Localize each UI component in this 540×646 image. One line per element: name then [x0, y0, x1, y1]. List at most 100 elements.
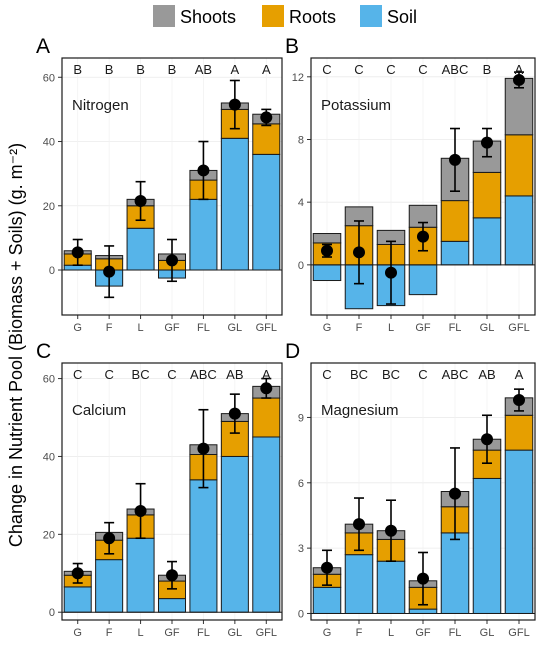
x-tick-label: FL — [197, 627, 210, 639]
x-tick-label: GL — [480, 627, 495, 639]
x-tick-label: G — [323, 627, 332, 639]
significance-letter: BC — [350, 367, 368, 382]
y-tick-label: 6 — [298, 478, 304, 490]
bar-soil-gfl — [504, 449, 534, 614]
mean-point-g — [71, 567, 84, 580]
mean-point-gl — [228, 98, 241, 111]
bar-soil-l — [376, 560, 406, 614]
x-tick-label: GL — [228, 627, 243, 639]
bar-soil-g — [312, 586, 342, 614]
panel-letter: A — [36, 35, 50, 58]
mean-point-f — [103, 265, 116, 278]
significance-letter: C — [167, 367, 176, 382]
significance-letter: AB — [478, 367, 495, 382]
significance-letter: A — [515, 62, 524, 77]
significance-letter: C — [354, 62, 363, 77]
y-tick-label: 12 — [292, 72, 304, 84]
significance-letter: B — [483, 62, 492, 77]
bar-roots-gfl — [252, 123, 281, 155]
legend-label-shoots: Shoots — [180, 7, 236, 27]
mean-point-gf — [166, 569, 178, 582]
mean-point-gfl — [260, 111, 273, 124]
x-tick-label: F — [106, 627, 113, 639]
bar-soil-gf — [157, 598, 187, 613]
significance-letter: AB — [195, 62, 212, 77]
mean-point-g — [321, 561, 333, 574]
bar-soil-g — [63, 586, 92, 613]
x-tick-label: G — [323, 322, 332, 334]
y-tick-label: 60 — [43, 374, 55, 386]
y-tick-label: 40 — [43, 137, 55, 149]
x-tick-label: GFL — [256, 322, 277, 334]
mean-point-gfl — [513, 394, 525, 407]
y-tick-label: 20 — [43, 529, 55, 541]
significance-letter: B — [105, 62, 114, 77]
x-tick-label: GF — [415, 322, 431, 334]
mean-point-f — [353, 246, 365, 259]
bar-soil-g — [312, 264, 342, 282]
y-tick-label: 4 — [298, 197, 304, 209]
mean-point-fl — [449, 487, 461, 500]
significance-letter: BC — [382, 367, 400, 382]
x-tick-label: FL — [197, 322, 210, 334]
bar-soil-f — [95, 559, 124, 613]
bar-shoots-g — [312, 233, 342, 244]
bar-soil-gl — [472, 217, 502, 266]
bar-soil-fl — [440, 532, 470, 614]
panel-title: Nitrogen — [72, 97, 129, 114]
legend: Shoots Roots Soil — [153, 5, 417, 27]
mean-point-l — [385, 524, 397, 537]
significance-letter: A — [231, 62, 240, 77]
significance-letter: A — [262, 367, 271, 382]
x-tick-label: FL — [449, 322, 462, 334]
y-tick-label: 60 — [43, 72, 55, 84]
bar-soil-f — [344, 554, 374, 614]
x-tick-label: G — [73, 322, 82, 334]
x-tick-label: GFL — [508, 627, 529, 639]
panel-border — [310, 362, 536, 621]
mean-point-gl — [481, 136, 493, 149]
bar-soil-gl — [472, 477, 502, 614]
bar-roots-fl — [440, 200, 470, 242]
panel-letter: D — [285, 340, 300, 363]
significance-letter: C — [322, 367, 331, 382]
bar-soil-gfl — [252, 436, 281, 613]
y-tick-label: 8 — [298, 134, 304, 146]
y-tick-label: 0 — [49, 607, 55, 619]
panel-border — [61, 362, 283, 621]
y-axis-label: Change in Nutrient Pool (Biomass + Soils… — [6, 143, 26, 547]
significance-letter: C — [418, 367, 427, 382]
bar-soil-fl — [189, 198, 218, 271]
mean-point-l — [385, 266, 397, 279]
y-tick-label: 9 — [298, 412, 304, 424]
y-tick-label: 0 — [298, 608, 304, 620]
significance-letter: C — [104, 367, 113, 382]
legend-swatch-soil — [360, 5, 382, 27]
mean-point-gl — [481, 433, 493, 446]
mean-point-gf — [417, 572, 429, 585]
significance-letter: B — [73, 62, 82, 77]
panel-title: Calcium — [72, 402, 126, 419]
x-tick-label: GF — [164, 627, 180, 639]
bar-soil-gf — [408, 608, 438, 614]
x-tick-label: F — [106, 322, 113, 334]
x-tick-label: FL — [449, 627, 462, 639]
significance-letter: ABC — [442, 367, 469, 382]
legend-swatch-shoots — [153, 5, 175, 27]
x-tick-label: GF — [415, 627, 431, 639]
significance-letter: ABC — [190, 367, 217, 382]
bar-soil-fl — [440, 240, 470, 266]
bar-roots-gfl — [504, 134, 534, 197]
panel-border — [310, 57, 536, 316]
significance-letter: C — [322, 62, 331, 77]
significance-letter: ABC — [442, 62, 469, 77]
bar-roots-gfl — [252, 397, 281, 438]
significance-letter: B — [168, 62, 177, 77]
bar-soil-gl — [220, 137, 249, 271]
mean-point-g — [71, 246, 84, 259]
mean-point-gfl — [260, 382, 273, 395]
